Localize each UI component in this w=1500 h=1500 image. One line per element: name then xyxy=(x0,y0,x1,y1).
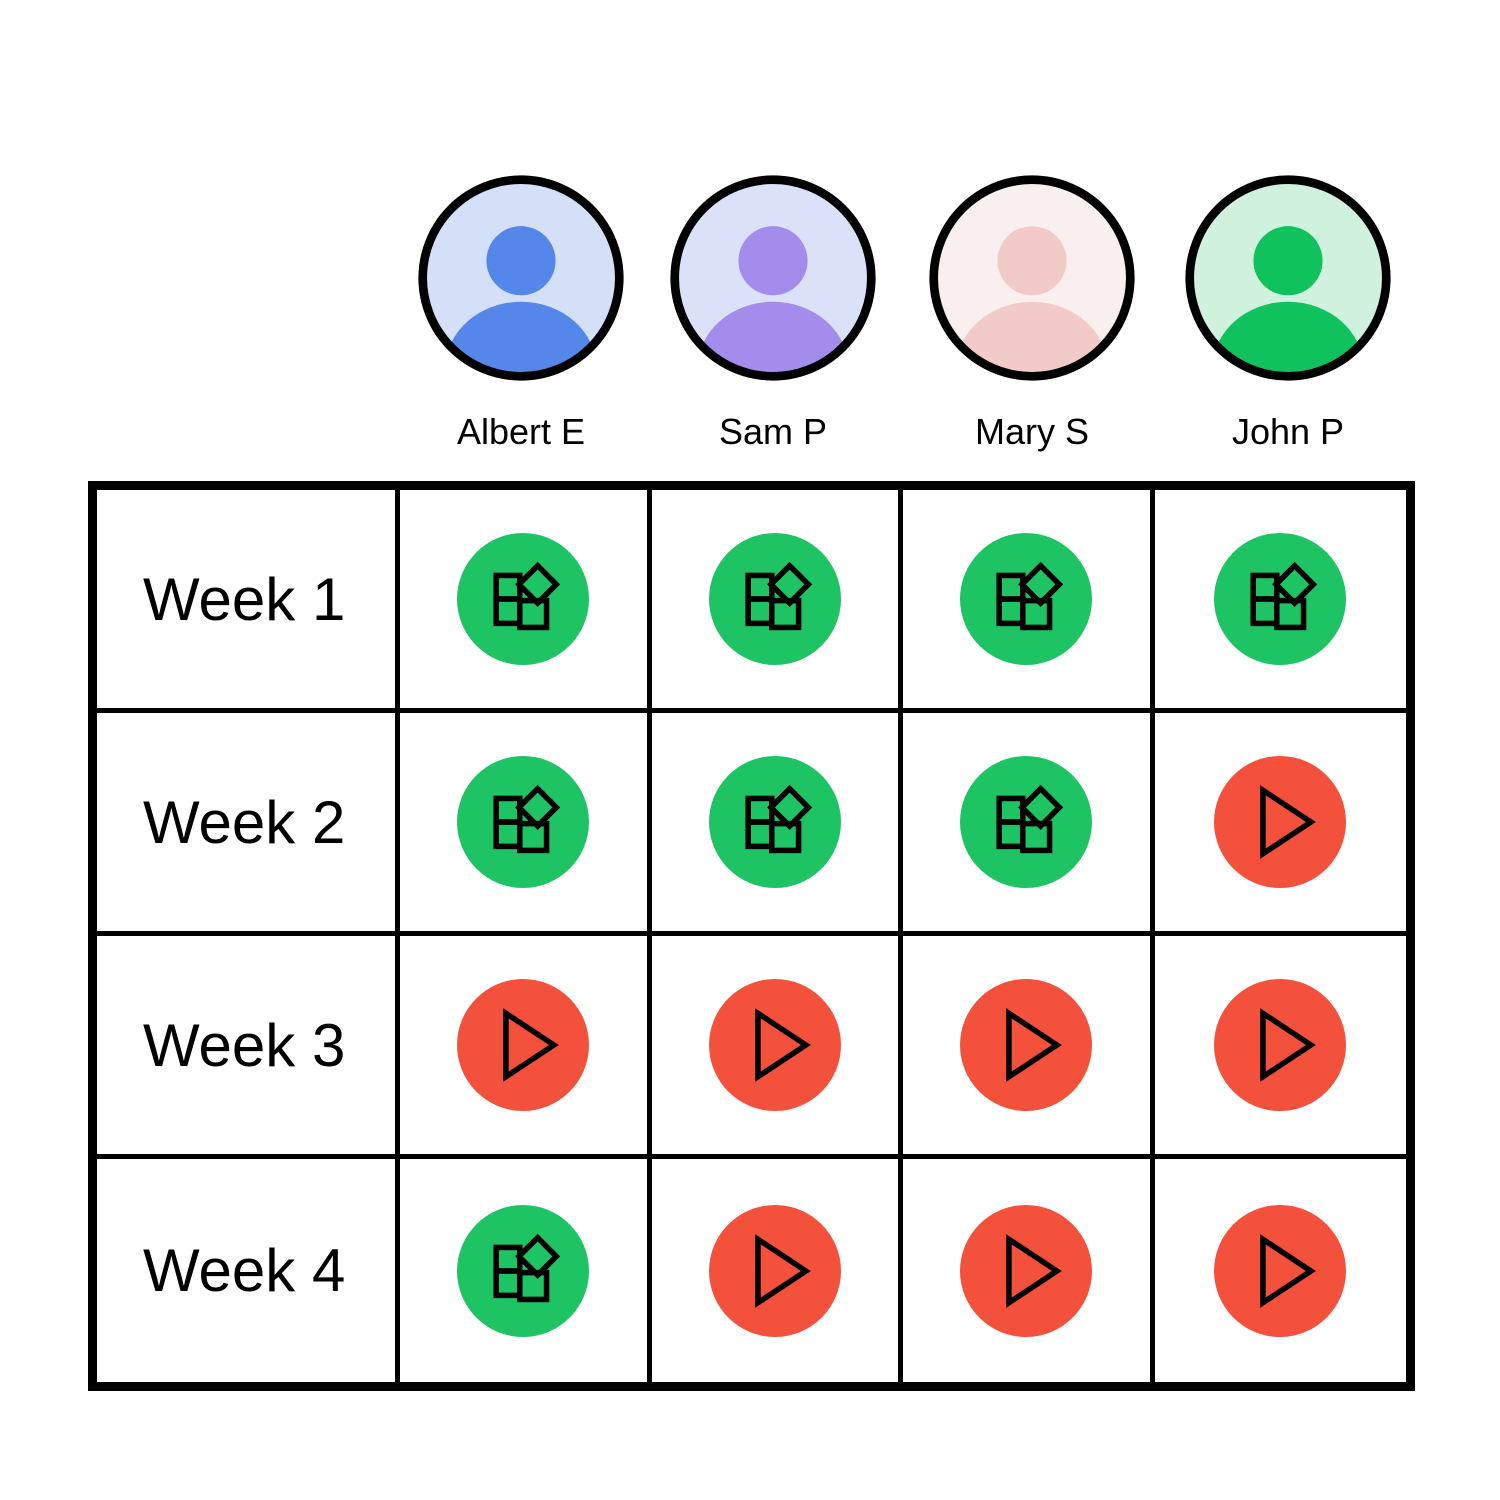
status-table: Week 1 Week 2 Week 3 We xyxy=(88,481,1415,1391)
people-header: Albert E Sam P M xyxy=(0,0,1500,470)
status-badge-pending[interactable] xyxy=(708,979,841,1111)
play-icon xyxy=(754,1233,811,1308)
week-label: Week 4 xyxy=(143,1237,346,1304)
status-badge-done[interactable] xyxy=(708,756,841,888)
status-cell xyxy=(903,936,1155,1159)
week-label-cell: Week 2 xyxy=(97,713,400,936)
status-badge-done[interactable] xyxy=(457,1204,590,1337)
status-cell xyxy=(400,936,652,1159)
person-name: Albert E xyxy=(456,411,586,452)
week-label-cell: Week 3 xyxy=(97,936,400,1159)
week-label: Week 3 xyxy=(143,1011,346,1079)
status-badge-pending[interactable] xyxy=(1214,1204,1347,1337)
status-cell xyxy=(651,1159,903,1382)
status-badge-pending[interactable] xyxy=(960,979,1093,1111)
status-cell xyxy=(903,490,1155,713)
play-icon xyxy=(1260,785,1317,859)
status-cell xyxy=(400,490,652,713)
week-label: Week 2 xyxy=(143,788,346,856)
person-name: Sam P xyxy=(718,411,828,452)
status-cell xyxy=(651,713,903,936)
status-badge-pending[interactable] xyxy=(1214,756,1347,888)
status-cell xyxy=(651,936,903,1159)
person-column-header: Albert E xyxy=(401,170,641,452)
play-icon xyxy=(1260,1233,1317,1308)
blocks-icon xyxy=(493,1233,561,1302)
week-label-cell: Week 1 xyxy=(97,490,400,713)
status-cell xyxy=(903,713,1155,936)
status-badge-pending[interactable] xyxy=(708,1204,841,1337)
blocks-icon xyxy=(493,561,561,631)
person-avatar-icon[interactable] xyxy=(1180,170,1396,386)
person-column-header: Mary S xyxy=(912,170,1152,452)
status-badge-pending[interactable] xyxy=(960,1204,1093,1337)
play-icon xyxy=(503,1008,560,1082)
person-avatar-icon[interactable] xyxy=(665,170,881,386)
status-badge-done[interactable] xyxy=(457,756,590,888)
play-icon xyxy=(1260,1008,1317,1082)
status-badge-done[interactable] xyxy=(708,533,841,665)
status-cell xyxy=(400,713,652,936)
blocks-icon xyxy=(745,561,812,631)
blocks-icon xyxy=(1250,561,1318,631)
blocks-icon xyxy=(745,784,812,854)
status-cell xyxy=(1154,936,1406,1159)
blocks-icon xyxy=(996,784,1064,854)
status-cell xyxy=(400,1159,652,1382)
week-label: Week 1 xyxy=(143,565,346,633)
play-icon xyxy=(1006,1233,1063,1308)
status-badge-done[interactable] xyxy=(457,533,590,665)
status-badge-done[interactable] xyxy=(960,533,1093,665)
person-name: John P xyxy=(1231,411,1345,452)
blocks-icon xyxy=(493,784,561,854)
play-icon xyxy=(754,1008,811,1082)
person-column-header: Sam P xyxy=(653,170,893,452)
status-badge-pending[interactable] xyxy=(1214,979,1347,1111)
blocks-icon xyxy=(996,561,1064,631)
status-cell xyxy=(1154,1159,1406,1382)
week-label-cell: Week 4 xyxy=(97,1159,400,1382)
status-badge-done[interactable] xyxy=(960,756,1093,888)
person-avatar-icon[interactable] xyxy=(413,170,629,386)
status-badge-pending[interactable] xyxy=(457,979,590,1111)
status-cell xyxy=(1154,490,1406,713)
person-avatar-icon[interactable] xyxy=(924,170,1140,386)
play-icon xyxy=(1006,1008,1063,1082)
status-badge-done[interactable] xyxy=(1214,533,1347,665)
person-column-header: John P xyxy=(1168,170,1408,452)
status-cell xyxy=(1154,713,1406,936)
status-cell xyxy=(651,490,903,713)
person-name: Mary S xyxy=(974,411,1089,452)
status-cell xyxy=(903,1159,1155,1382)
